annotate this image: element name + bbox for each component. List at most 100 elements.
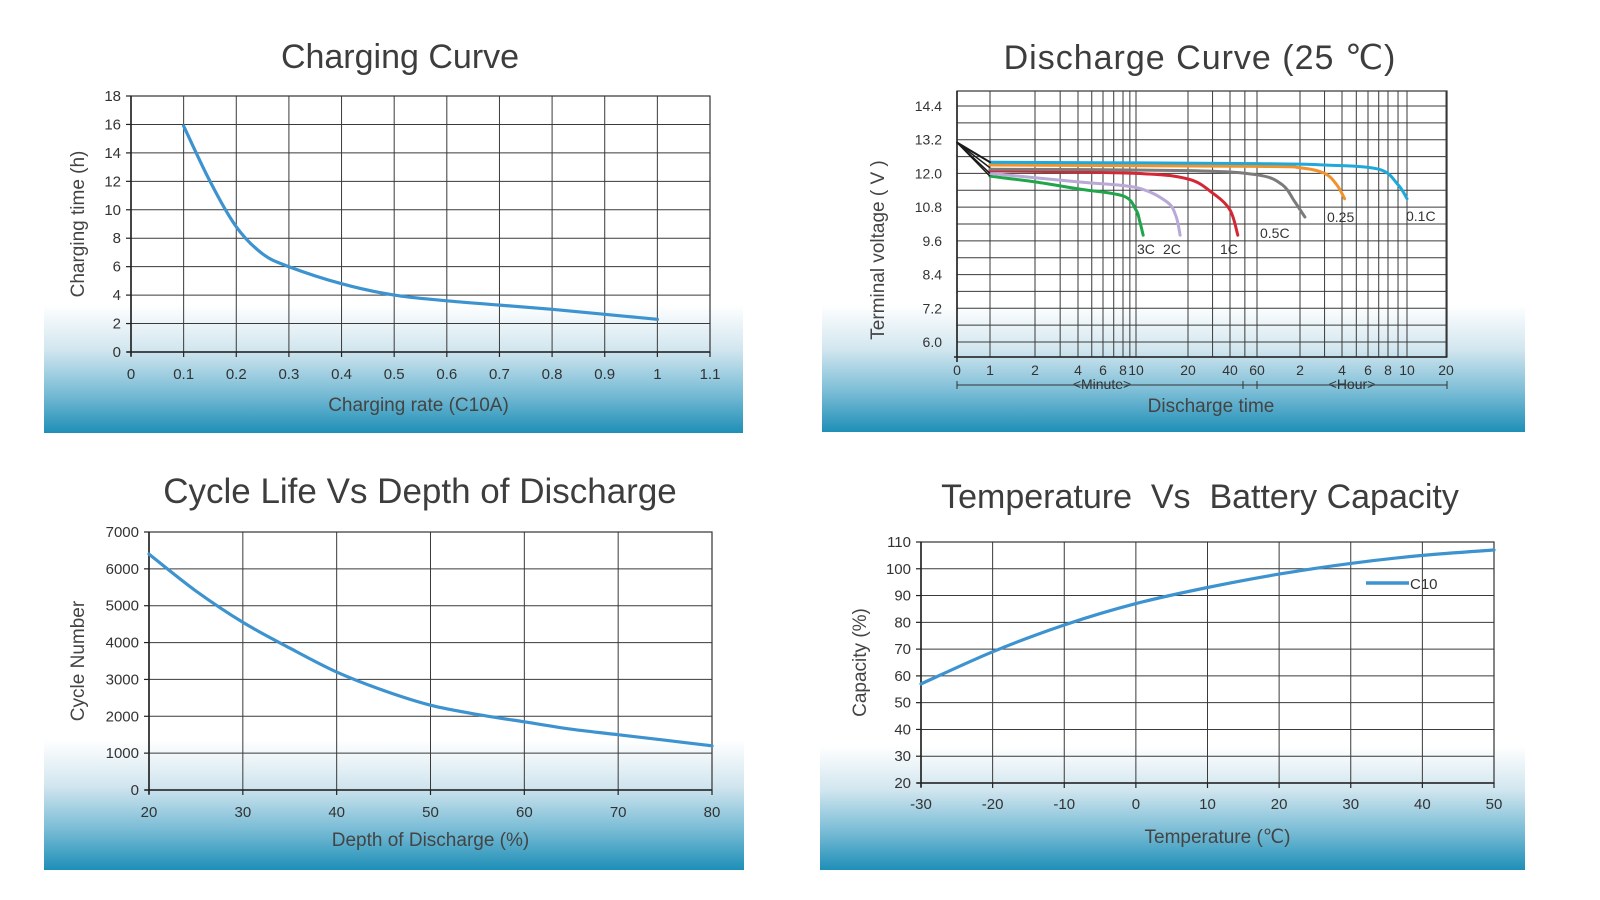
y-tick-label: 10 (104, 202, 121, 219)
y-tick-label: 6 (113, 259, 121, 276)
x-tick-label: 60 (516, 804, 533, 821)
y-tick-label: 80 (894, 614, 911, 631)
temperature-capacity-panel: Temperature Vs Battery Capacity -30 -20 -1… (800, 450, 1600, 900)
x-tick-label: 0.4 (331, 366, 352, 383)
y-tick-label: 8.4 (923, 267, 943, 283)
chart-title: Cycle Life Vs Depth of Discharge (163, 472, 677, 511)
y-tick-label: 3000 (106, 671, 139, 688)
series-line (182, 124, 659, 321)
x-tick-label: 40 (1414, 796, 1431, 813)
y-tick-label: 110 (887, 534, 911, 551)
plot-frame (130, 95, 711, 353)
series-line (988, 167, 1307, 219)
y-tick-label: 6000 (106, 561, 139, 578)
x-tick-label: 0 (127, 366, 135, 383)
y-tick-label: 60 (894, 668, 911, 685)
charging-curve-panel: Charging Curve 0 0.1 0.2 0.3 0.4 0.5 0.6 0.7 0.8… (0, 0, 800, 450)
series-line (988, 163, 1347, 201)
x-tick-label: 70 (610, 804, 627, 821)
x-tick-label: 10 (1399, 362, 1415, 378)
x-tick-label: 30 (234, 804, 251, 821)
y-tick-label: 10.8 (915, 199, 942, 215)
series-end-label: 0.1C (1406, 208, 1436, 224)
series-end-label: 1C (1220, 241, 1238, 257)
chart-title: Temperature Vs Battery Capacity (941, 478, 1459, 516)
y-axis-label: Charging time (h) (68, 151, 89, 298)
y-tick-label: 30 (894, 748, 911, 765)
series-line (919, 548, 1496, 686)
x-tick-label: 0.2 (226, 366, 247, 383)
y-tick-label: 8 (113, 230, 121, 247)
background-band (822, 305, 1525, 432)
x-tick-label: 80 (704, 804, 721, 821)
x-axis-label: Depth of Discharge (%) (332, 830, 529, 851)
x-tick-label: 30 (1342, 796, 1359, 813)
x-axis-label: Charging rate (C10A) (328, 395, 509, 416)
cycle-life-panel: Cycle Life Vs Depth of Discharge 20 30 40 5… (0, 450, 800, 900)
x-tick-label: 1.1 (700, 366, 721, 383)
x-tick-label: 20 (1180, 362, 1196, 378)
series-line (988, 174, 1145, 237)
y-tick-label: 2 (113, 316, 121, 333)
cycle-life-chart: 20 30 40 50 60 70 80 0 1000 2000 3000 4000 5000 6000 7… (68, 524, 721, 851)
y-tick-label: 40 (894, 721, 911, 738)
x-tick-label: 2 (1296, 362, 1304, 378)
y-axis-label: Capacity (%) (850, 608, 871, 717)
series-end-label: 2C (1163, 241, 1181, 257)
series-end-label: 3C (1137, 241, 1155, 257)
x-tick-label: 6 (1099, 362, 1107, 378)
y-tick-label: 90 (894, 588, 911, 605)
y-tick-label: 18 (104, 88, 121, 105)
y-tick-label: 14.4 (915, 98, 942, 114)
y-tick-label: 70 (894, 641, 911, 658)
y-tick-label: 4 (113, 287, 121, 304)
x-tick-label: 50 (422, 804, 439, 821)
initial-drop-line (956, 141, 991, 177)
legend-label: C10 (1410, 576, 1438, 593)
x-tick-label: 60 (1249, 362, 1265, 378)
x-tick-label: 0.3 (278, 366, 299, 383)
y-tick-label: 16 (104, 116, 121, 133)
x-tick-label: -10 (1053, 796, 1075, 813)
background-band (44, 740, 744, 870)
y-tick-label: 7.2 (923, 300, 943, 316)
y-tick-label: 13.2 (915, 132, 942, 148)
x-tick-label: 10 (1128, 362, 1144, 378)
charging-curve-chart: 0 0.1 0.2 0.3 0.4 0.5 0.6 0.7 0.8 0.9 1 1.1 0 2 4 6 8 10 1… (68, 88, 721, 416)
x-tick-label: 20 (141, 804, 158, 821)
y-axis-label: Cycle Number (68, 600, 89, 721)
series-line (988, 171, 1182, 237)
discharge-curve-panel: Discharge Curve (25 ℃) 6.0 7.2 8.4 9.6 10.8 1… (800, 0, 1600, 450)
series-line (988, 160, 1409, 201)
chart-title: Charging Curve (280, 38, 520, 76)
series-end-label: 0.25 (1327, 209, 1354, 225)
series-end-label: 0.5C (1260, 225, 1290, 241)
x-tick-label: 8 (1119, 362, 1127, 378)
x-tick-label: -20 (982, 796, 1004, 813)
minute-unit-label: <Minute> (1073, 376, 1131, 392)
background-band (44, 305, 743, 433)
y-tick-label: 50 (894, 695, 911, 712)
x-tick-label: 40 (1222, 362, 1238, 378)
y-axis-label: Terminal voltage ( V ) (868, 160, 889, 340)
x-tick-label: 40 (328, 804, 345, 821)
y-tick-label: 7000 (106, 524, 139, 541)
x-tick-label: 8 (1384, 362, 1392, 378)
x-tick-label: 2 (1031, 362, 1039, 378)
x-tick-label: 0 (1132, 796, 1140, 813)
y-tick-label: 14 (104, 145, 121, 162)
series-line (988, 169, 1240, 237)
x-tick-label: 0.9 (594, 366, 615, 383)
y-tick-label: 6.0 (923, 334, 943, 350)
y-tick-label: 2000 (106, 708, 139, 725)
hour-unit-label: <Hour> (1329, 376, 1376, 392)
x-tick-label: 1 (986, 362, 994, 378)
x-axis-label: Temperature (℃) (1145, 827, 1291, 848)
x-axis-label: Discharge time (1148, 396, 1275, 417)
x-tick-label: 0.5 (384, 366, 405, 383)
x-tick-label: 50 (1486, 796, 1503, 813)
chart-title: Discharge Curve (25 ℃) (1003, 39, 1397, 77)
y-tick-label: 9.6 (923, 233, 943, 249)
series-line (147, 552, 714, 748)
x-tick-label: 10 (1199, 796, 1216, 813)
